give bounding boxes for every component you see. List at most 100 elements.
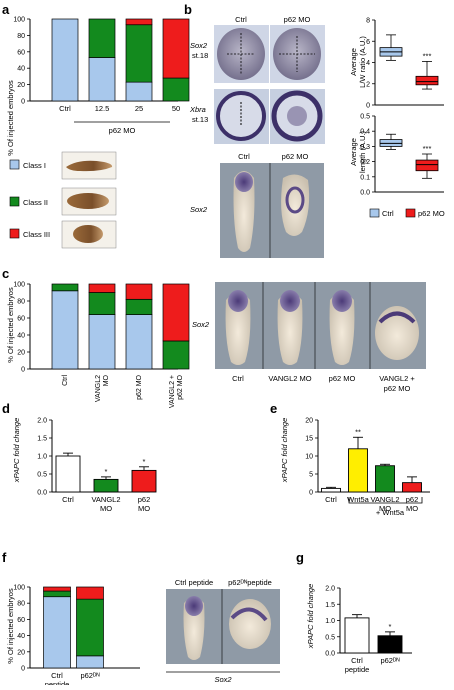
legend-swatch-class2 (9, 196, 20, 207)
b1-significance: *** (423, 51, 432, 60)
c-ytick-label: 100 (13, 282, 25, 289)
b2-ytick-label: 0.2 (360, 159, 370, 166)
chart-a-ylabel: % Of injected embryos (6, 80, 15, 156)
f-bar-seg-classiii (43, 586, 71, 592)
f-embryo-ctrl-label: Ctrl peptide (175, 578, 213, 587)
b-row1-stage: st.18 (192, 51, 208, 60)
c-bar-seg-classi (88, 314, 116, 370)
panel-letter-b: b (184, 2, 192, 17)
f-gene-label: Sox2 (214, 675, 232, 684)
e-bar (321, 487, 341, 493)
g-ytick-label: 1.5 (325, 602, 335, 609)
chart-d-ylabel: xPAPC fold change (12, 418, 21, 483)
d-xtick-label-line2: MO (100, 504, 112, 513)
g-xtick-label-line2: peptide (345, 665, 370, 674)
e-significance: ** (355, 427, 361, 436)
d-bar (93, 478, 119, 493)
chart-b-legend: Ctrl p62 MO (369, 208, 445, 218)
a-bar-seg-classi (88, 57, 116, 102)
chart-a-stacked-bars: 0 20 40 60 80 100 Ctrl 12.5 25 50 (13, 17, 190, 113)
panel-letter-d: d (2, 401, 10, 416)
b1-ytick-label: 0 (366, 103, 370, 110)
b-bottom-embryo-mo-stain (285, 186, 305, 214)
c-embryo (225, 292, 251, 365)
b-legend-swatch-ctrl (369, 208, 380, 218)
f-ytick-label: 20 (17, 649, 25, 656)
chart-a-group-label: p62 MO (109, 126, 136, 135)
c-embryo-stain (280, 290, 300, 312)
b-bottom-gene: Sox2 (190, 205, 208, 214)
c-photo-strip (215, 282, 426, 369)
a-xtick-label-line1: 50 (172, 104, 180, 113)
d-ytick-label: 0.0 (37, 490, 47, 497)
d-significance: * (143, 457, 146, 466)
g-xtick-label-line1: p62ᴰᴺ (380, 656, 400, 665)
d-xtick-label-line2: MO (138, 504, 150, 513)
c-bar-seg-classi (51, 290, 79, 370)
a-ytick-label: 80 (17, 33, 25, 40)
c-embryo-stain (378, 311, 416, 324)
f-photo-strip (166, 589, 280, 664)
e-xtick-label-line1: p62 (406, 495, 419, 504)
c-xtick-label: VANGL2 + (169, 375, 176, 408)
a-xtick-label-line1: 25 (135, 104, 143, 113)
legend-label-class2: Class II (23, 198, 48, 207)
a-ytick-label: 60 (17, 49, 25, 56)
e-bar (402, 482, 422, 493)
a-xtick-label-line1: Ctrl (59, 104, 71, 113)
b2-box (415, 159, 439, 172)
a-bar-seg-classiii (162, 18, 190, 79)
c-ytick-label: 80 (17, 299, 25, 306)
b2-ytick-label: 0.3 (360, 144, 370, 151)
chart-f-ylabel: % Of injected embryos (6, 588, 15, 664)
f-bar-seg-classi (43, 596, 71, 669)
photo-class3-embryo (73, 225, 103, 243)
c-embryo (329, 292, 355, 365)
c-xtick-label: VANGL2 (95, 375, 102, 402)
panel-letter-c: c (2, 266, 9, 281)
f-bar-seg-classii (76, 598, 104, 657)
c-bar-seg-classii (125, 298, 153, 315)
d-xtick-label-line1: Ctrl (62, 495, 74, 504)
b2-ytick-label: 0.4 (360, 129, 370, 136)
d-ytick-label: 1.5 (37, 436, 47, 443)
c-xtick-label: p62 MO (136, 374, 143, 399)
b-row2-stage: st.13 (192, 115, 208, 124)
chart-e-group-label: + Wnt5a (376, 508, 405, 517)
c-bar-seg-classii (162, 340, 190, 370)
b-bottom-ctrl-label: Ctrl (238, 152, 250, 161)
panel-letter-a: a (2, 2, 10, 17)
e-ytick-label: 10 (305, 454, 313, 461)
f-xtick-label-line2: peptide (45, 680, 70, 685)
f-xtick-label-line1: p62ᴰᴺ (80, 671, 100, 680)
c-photo-gene: Sox2 (192, 320, 210, 329)
g-bar (344, 617, 370, 654)
c-ytick-label: 20 (17, 350, 25, 357)
c-ytick-label: 60 (17, 316, 25, 323)
e-bar (348, 448, 368, 493)
c-ytick-label: 0 (21, 367, 25, 374)
c-xtick-label-group: VANGL2 MO (95, 374, 110, 402)
e-xtick-label-line1: Ctrl (325, 495, 337, 504)
d-ytick-label: 0.5 (37, 472, 47, 479)
d-ytick-label: 2.0 (37, 418, 47, 425)
panel-letter-f: f (2, 550, 7, 565)
b2-ytick-label: 0.1 (360, 174, 370, 181)
b1-box (415, 75, 439, 86)
photo-class1-tadpole (66, 160, 113, 172)
b-row1-photos (214, 25, 325, 83)
f-bar-seg-classii (43, 590, 71, 598)
b1-ytick-label: 4 (366, 60, 370, 67)
c-xtick-label-group: VANGL2 + p62 MO (169, 374, 184, 408)
f-xtick-label-line1: Ctrl (51, 671, 63, 680)
b-legend-label-mo: p62 MO (418, 209, 445, 218)
legend-swatch-class3 (9, 228, 20, 239)
b2-ytick-label: 0.0 (360, 190, 370, 197)
chart-e-group-bracket (348, 497, 423, 504)
e-bar (375, 465, 395, 493)
chart-b1-box-plot: 0 2 4 6 8 *** (366, 18, 444, 110)
c-bar-seg-classiii (88, 283, 116, 293)
b-bottom-embryo-mo (281, 174, 310, 236)
